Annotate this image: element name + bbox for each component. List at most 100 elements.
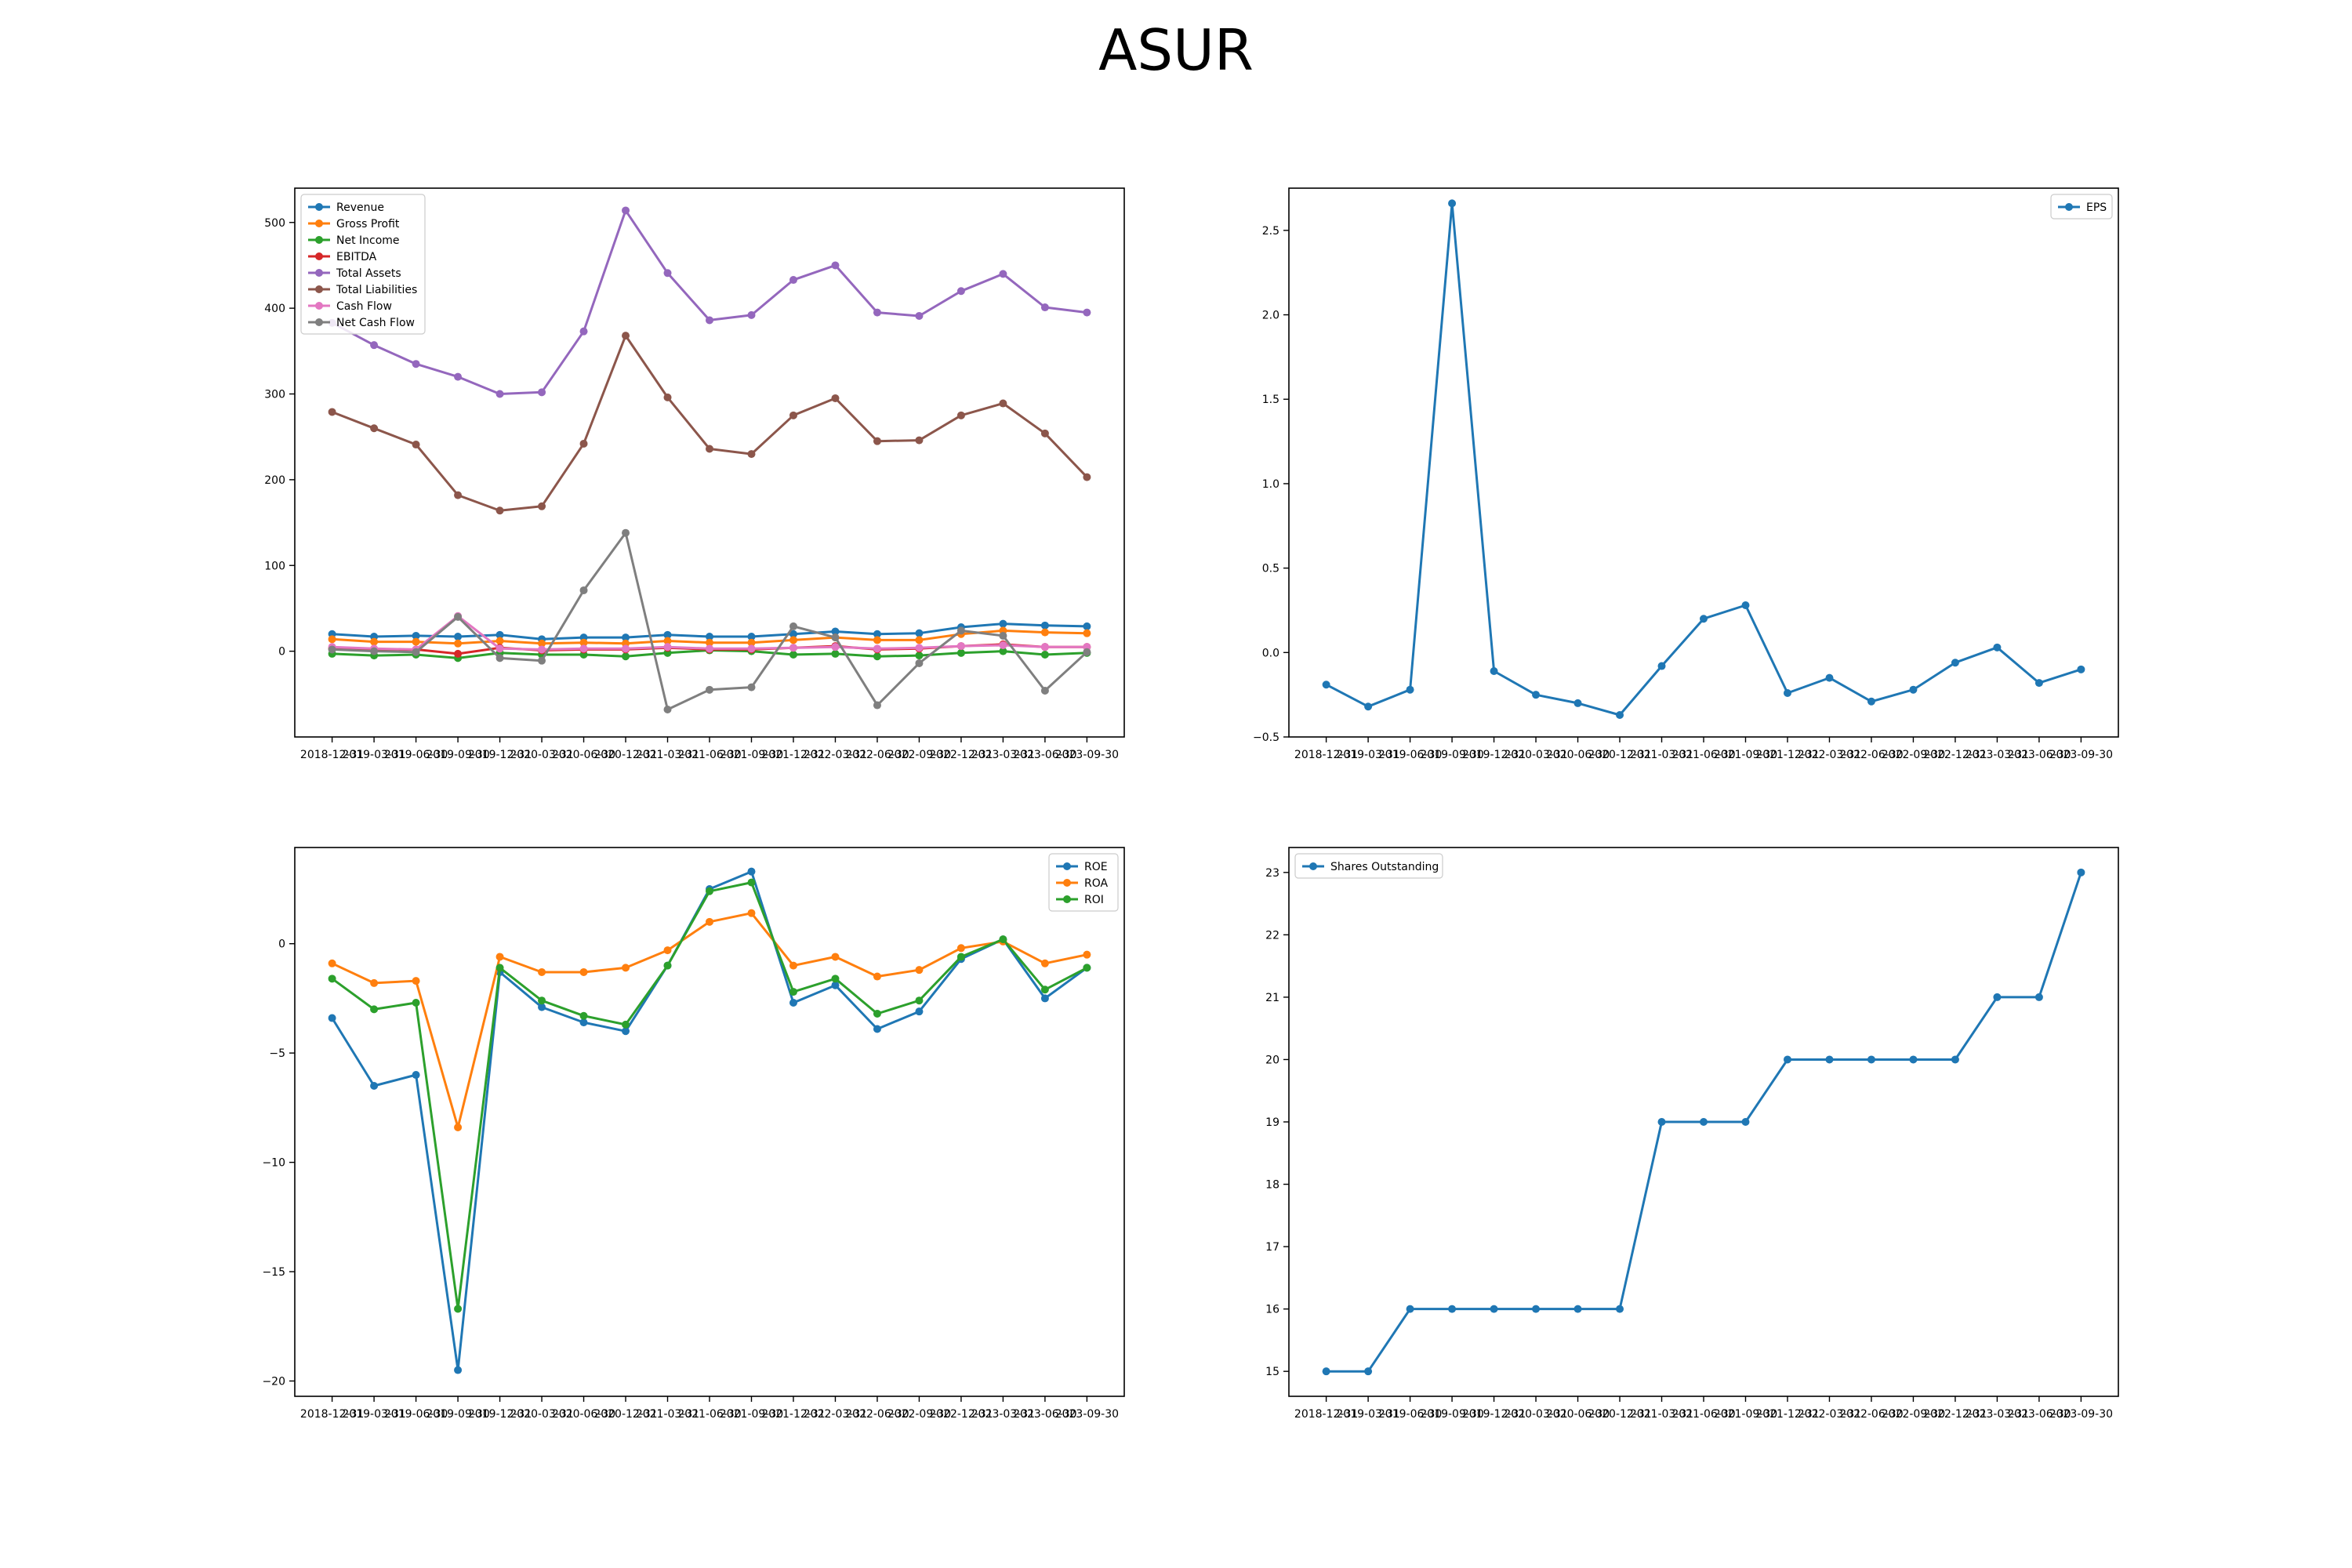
x-tick-label: 2018-12-31 (1294, 1408, 1358, 1421)
y-tick-label: −10 (262, 1157, 285, 1170)
data-point (789, 636, 797, 644)
x-tick-label: 2023-03-31 (971, 1408, 1035, 1421)
legend-swatch-marker (315, 236, 323, 244)
data-point (538, 996, 546, 1005)
data-point (370, 978, 379, 987)
y-tick-label: −20 (262, 1375, 285, 1388)
x-tick-label: 2019-12-31 (1462, 749, 1526, 761)
x-tick-label: 2022-03-31 (804, 1408, 867, 1421)
data-point (1993, 643, 2002, 652)
data-point (2077, 665, 2085, 673)
series-line (332, 334, 1088, 512)
data-point (538, 645, 546, 654)
data-point (622, 1020, 630, 1029)
data-point (495, 964, 504, 972)
data-point (454, 1305, 463, 1313)
data-point (370, 1081, 379, 1090)
data-point (1040, 985, 1049, 994)
x-tick-label: 2019-06-30 (1378, 749, 1442, 761)
legend-label: Net Income (336, 234, 400, 247)
data-point (1040, 686, 1049, 695)
data-point (579, 967, 588, 976)
y-tick-label: 16 (1265, 1304, 1279, 1316)
legend: Revenue Gross Profit Net Income EBITDA Total… (300, 194, 426, 335)
data-point (663, 393, 672, 401)
y-tick-label: 1.5 (1262, 394, 1279, 406)
legend-label: Total Assets (336, 267, 401, 280)
data-point (873, 972, 881, 981)
data-point (999, 619, 1007, 628)
data-point (1448, 199, 1457, 208)
x-tick-label: 2021-12-31 (1755, 1408, 1819, 1421)
x-tick-label: 2019-06-30 (384, 1408, 448, 1421)
legend-swatch-marker (315, 203, 323, 211)
legend-swatch-marker (315, 302, 323, 310)
data-point (956, 953, 965, 961)
data-point (663, 946, 672, 955)
x-tick-label: 2018-12-31 (300, 749, 364, 761)
data-point (328, 635, 336, 644)
x-tick-label: 2020-03-31 (510, 1408, 573, 1421)
legend-label: Revenue (336, 201, 384, 214)
data-point (956, 944, 965, 953)
x-tick-label: 2020-12-31 (1588, 1408, 1651, 1421)
y-tick-label: 200 (264, 474, 285, 487)
y-tick-label: 18 (1265, 1179, 1279, 1192)
x-tick-label: 2020-03-31 (1504, 1408, 1567, 1421)
data-point (747, 867, 756, 876)
legend-label: Total Liabilities (336, 284, 417, 296)
x-tick-label: 2019-09-30 (1420, 1408, 1483, 1421)
data-point (873, 652, 881, 661)
y-tick-label: 0.5 (1262, 563, 1279, 575)
data-point (1040, 651, 1049, 659)
data-point (1867, 1055, 1875, 1064)
x-tick-label: 2023-03-31 (971, 749, 1035, 761)
x-tick-label: 2022-12-31 (929, 1408, 993, 1421)
x-tick-label: 2019-06-30 (1378, 1408, 1442, 1421)
data-point (706, 685, 713, 694)
y-tick-label: 21 (1265, 992, 1279, 1004)
data-point (1040, 429, 1049, 437)
data-point (412, 999, 420, 1007)
data-point (412, 631, 420, 640)
data-point (747, 683, 756, 691)
data-point (747, 310, 756, 319)
data-point (538, 1003, 546, 1011)
data-point (1909, 685, 1918, 694)
data-point (579, 638, 588, 647)
x-tick-label: 2021-03-31 (636, 1408, 699, 1421)
data-point (622, 633, 630, 642)
legend-swatch-marker (315, 220, 323, 227)
x-tick-label: 2023-06-30 (2007, 749, 2071, 761)
x-tick-label: 2020-12-31 (1588, 749, 1651, 761)
data-point (538, 656, 546, 665)
x-tick-label: 2019-03-31 (1336, 749, 1399, 761)
data-point (915, 966, 924, 975)
figure-title: ASUR (1098, 17, 1254, 83)
data-point (1657, 1118, 1666, 1126)
data-point (789, 651, 797, 659)
data-point (622, 206, 630, 215)
legend-box (1294, 853, 1443, 879)
data-point (915, 996, 924, 1005)
data-point (1040, 303, 1049, 312)
data-point (915, 1007, 924, 1016)
data-point (495, 953, 504, 961)
data-point (1322, 681, 1330, 689)
data-point (328, 408, 336, 416)
data-point (873, 308, 881, 317)
data-point (412, 360, 420, 368)
data-point (495, 654, 504, 662)
data-point (538, 502, 546, 510)
data-point (1700, 1118, 1708, 1126)
data-point (1825, 1055, 1834, 1064)
x-tick-label: 2022-03-31 (1798, 1408, 1861, 1421)
x-tick-label: 2023-06-30 (2007, 1408, 2071, 1421)
x-tick-label: 2020-06-30 (1546, 749, 1610, 761)
data-point (622, 652, 630, 661)
series-total-liabilities (328, 332, 1091, 515)
y-tick-label: −0.5 (1253, 731, 1279, 744)
x-tick-label: 2022-09-30 (1882, 749, 1945, 761)
data-point (706, 633, 713, 641)
data-point (495, 637, 504, 645)
